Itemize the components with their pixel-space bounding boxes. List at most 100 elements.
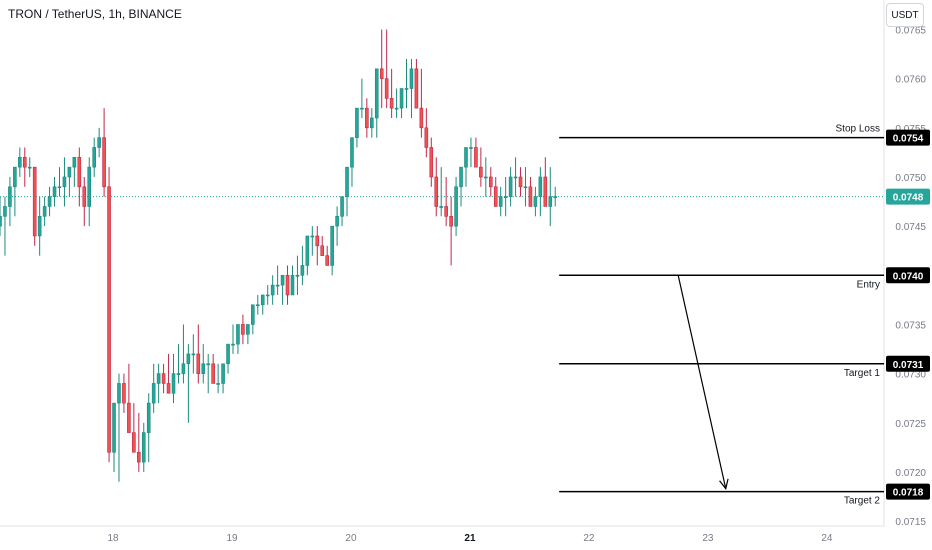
candle-body — [27, 166, 32, 169]
candle-body — [553, 196, 558, 198]
candle-body — [389, 98, 394, 109]
candle-body — [454, 186, 458, 227]
candle-body — [360, 107, 364, 110]
candle-body — [191, 353, 196, 356]
candle-body — [350, 137, 354, 168]
candle-body — [132, 432, 136, 453]
candle-body — [419, 107, 424, 129]
candle-body — [290, 274, 295, 296]
candle-body — [260, 294, 265, 306]
candle-body — [493, 186, 498, 207]
candle-body — [265, 294, 270, 297]
candle-body — [196, 353, 201, 374]
candle-body — [434, 176, 439, 207]
candle-body — [42, 206, 47, 217]
level-name-label: Target 2 — [844, 496, 881, 507]
candle-body — [285, 274, 290, 296]
candle-body — [255, 304, 260, 307]
candle-body — [251, 304, 255, 325]
candle-body — [201, 363, 206, 374]
candle-body — [370, 117, 374, 129]
candle-body — [409, 68, 414, 89]
candle-body — [161, 373, 166, 384]
time-axis-tick-label: 22 — [583, 533, 595, 544]
candle-body — [186, 353, 191, 365]
candle-body — [82, 186, 87, 207]
price-axis-tick-label: 0.0725 — [895, 419, 926, 430]
time-axis-tick-label: 24 — [821, 533, 833, 544]
candle-body — [117, 383, 121, 404]
candle-body — [523, 186, 528, 189]
candle-body — [449, 215, 453, 227]
time-axis-tick-label: 19 — [226, 533, 238, 544]
candle-body — [439, 206, 444, 208]
candle-body — [176, 373, 181, 375]
level-price-label: 0.0731 — [893, 360, 924, 371]
candle-body — [469, 147, 473, 149]
candle-body — [379, 68, 384, 79]
candle-body — [270, 284, 275, 296]
candle-body — [206, 363, 211, 366]
price-axis-tick-label: 0.0750 — [895, 173, 926, 184]
candle-body — [508, 176, 513, 197]
candle-body — [211, 363, 215, 384]
candle-body — [374, 68, 379, 119]
candle-body — [221, 363, 225, 384]
candle-body — [330, 225, 334, 266]
price-axis-tick-label: 0.0745 — [895, 222, 926, 233]
candle-body — [62, 176, 67, 188]
candle-body — [77, 157, 82, 188]
level-price-label: 0.0754 — [893, 134, 924, 145]
candle-body — [429, 147, 434, 178]
candle-body — [275, 284, 280, 287]
candle-body — [528, 186, 533, 207]
candle-body — [216, 383, 220, 385]
candle-body — [404, 88, 409, 90]
candle-body — [102, 137, 106, 188]
candle-body — [246, 324, 250, 335]
candle-body — [32, 166, 37, 237]
candle-body — [513, 176, 518, 179]
candle-body — [13, 166, 17, 188]
level-price-tag — [886, 355, 930, 372]
candle-body — [37, 215, 42, 237]
time-axis-tick-label: 20 — [345, 533, 357, 544]
candle-body — [3, 206, 7, 217]
candle-body — [548, 196, 553, 207]
candle-body — [92, 147, 96, 168]
candle-body — [533, 196, 538, 207]
candle-body — [166, 383, 171, 394]
candle-body — [226, 343, 230, 365]
candle-body — [0, 215, 2, 227]
candle-body — [345, 166, 349, 197]
candle-body — [107, 186, 111, 453]
candle-body — [355, 107, 359, 138]
time-axis-tick-label: 23 — [702, 533, 714, 544]
candle-body — [320, 245, 325, 256]
candle-body — [151, 383, 156, 404]
candle-body — [325, 255, 329, 266]
candle-body — [241, 324, 245, 335]
currency-unit-button[interactable]: USDT — [886, 3, 924, 27]
price-axis-tick-label: 0.0720 — [895, 468, 926, 479]
current-price-tag — [886, 188, 930, 205]
level-price-tag — [886, 483, 930, 500]
candle-body — [8, 186, 12, 207]
candle-body — [484, 176, 488, 179]
price-axis-tick-label: 0.0760 — [895, 75, 926, 86]
candle-body — [87, 166, 92, 207]
candle-body — [335, 215, 339, 227]
candle-body — [503, 196, 508, 198]
candle-body — [543, 176, 548, 207]
candle-body — [137, 451, 141, 463]
candle-body — [280, 274, 285, 286]
candle-body — [67, 166, 72, 178]
price-axis-tick-label: 0.0715 — [895, 517, 926, 528]
candle-body — [414, 68, 419, 109]
price-axis-tick-label: 0.0735 — [895, 320, 926, 331]
candle-body — [394, 107, 399, 110]
price-axis-tick-label: 0.0755 — [895, 124, 926, 135]
candle-body — [305, 235, 310, 266]
projection-arrow-line[interactable] — [677, 275, 727, 489]
